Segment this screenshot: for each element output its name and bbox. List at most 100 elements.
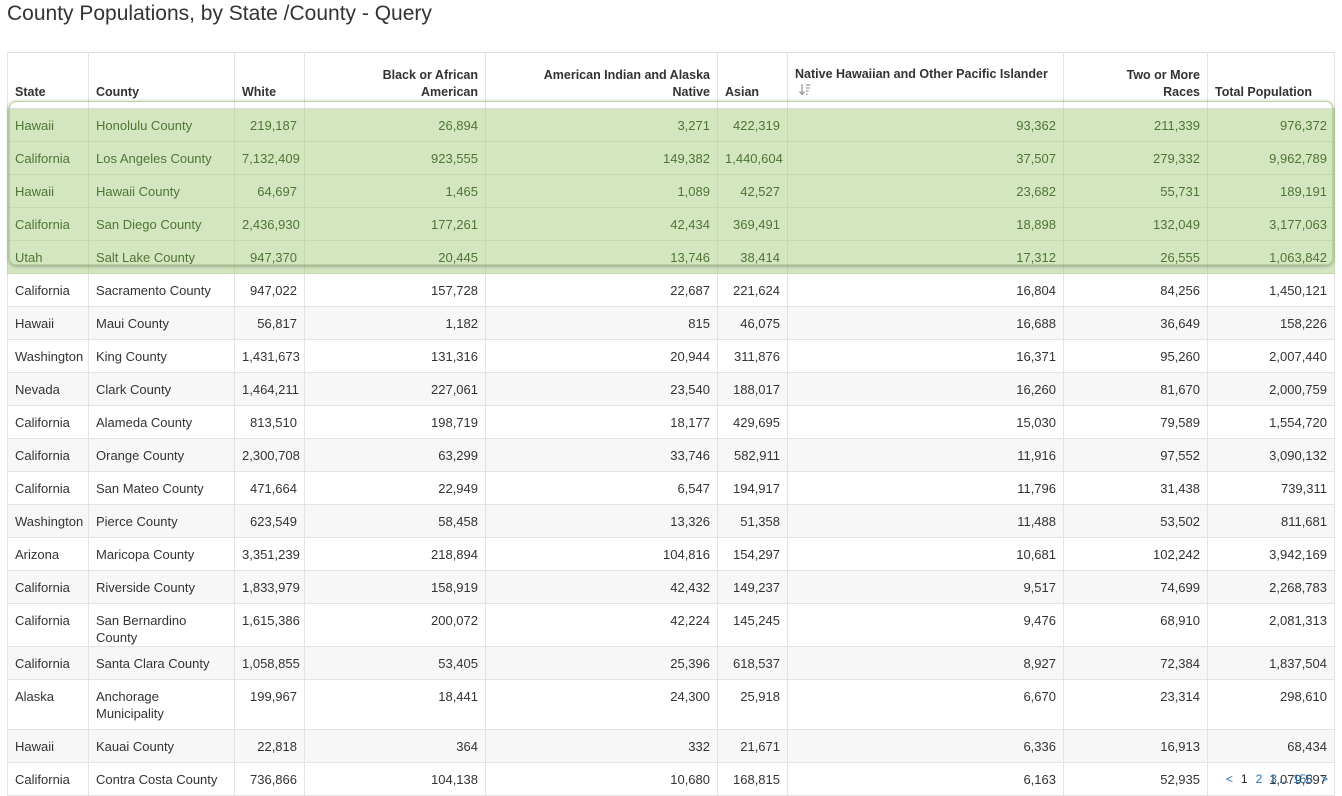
cell-asian: 618,537 bbox=[717, 646, 788, 680]
cell-two: 26,555 bbox=[1063, 240, 1208, 274]
cell-black: 1,182 bbox=[304, 306, 486, 340]
cell-asian: 311,876 bbox=[717, 339, 788, 373]
cell-state: California bbox=[7, 762, 89, 796]
cell-white: 199,967 bbox=[234, 679, 305, 730]
cell-aian: 24,300 bbox=[485, 679, 718, 730]
table-row[interactable]: Washington Pierce County 623,549 58,458 13,3… bbox=[7, 504, 1335, 538]
column-header-black[interactable]: Black or African American bbox=[304, 52, 486, 109]
table-row[interactable]: Hawaii Kauai County 22,818 364 332 21,671 6,33… bbox=[7, 729, 1335, 763]
cell-aian: 104,816 bbox=[485, 537, 718, 571]
cell-aian: 42,434 bbox=[485, 207, 718, 241]
cell-nhpi: 9,476 bbox=[787, 603, 1064, 647]
table-row[interactable]: Nevada Clark County 1,464,211 227,061 23,540… bbox=[7, 372, 1335, 406]
table-row[interactable]: Hawaii Maui County 56,817 1,182 815 46,075 16,… bbox=[7, 306, 1335, 340]
table-row[interactable]: California San Diego County 2,436,930 177,2… bbox=[7, 207, 1335, 241]
cell-nhpi: 37,507 bbox=[787, 141, 1064, 175]
cell-black: 157,728 bbox=[304, 273, 486, 307]
table-row[interactable]: Washington King County 1,431,673 131,316 20,… bbox=[7, 339, 1335, 373]
pagination-page-2[interactable]: 2 bbox=[1255, 772, 1263, 786]
table-row[interactable]: California Riverside County 1,833,979 158,9… bbox=[7, 570, 1335, 604]
cell-white: 7,132,409 bbox=[234, 141, 305, 175]
table-row[interactable]: California Contra Costa County 736,866 104,… bbox=[7, 762, 1335, 796]
column-header-county[interactable]: County bbox=[88, 52, 235, 109]
cell-white: 623,549 bbox=[234, 504, 305, 538]
cell-white: 2,300,708 bbox=[234, 438, 305, 472]
cell-white: 736,866 bbox=[234, 762, 305, 796]
cell-nhpi: 10,681 bbox=[787, 537, 1064, 571]
table-row[interactable]: California Santa Clara County 1,058,855 53,… bbox=[7, 646, 1335, 680]
column-header-state[interactable]: State bbox=[7, 52, 89, 109]
sort-descending-icon[interactable] bbox=[799, 83, 811, 101]
cell-nhpi: 6,336 bbox=[787, 729, 1064, 763]
cell-aian: 13,326 bbox=[485, 504, 718, 538]
table-row[interactable]: California Sacramento County 947,022 157,72… bbox=[7, 273, 1335, 307]
table-row[interactable]: California Alameda County 813,510 198,719 18… bbox=[7, 405, 1335, 439]
cell-state: California bbox=[7, 570, 89, 604]
pagination-next-button[interactable]: > bbox=[1320, 772, 1328, 786]
cell-white: 22,818 bbox=[234, 729, 305, 763]
cell-total: 976,372 bbox=[1207, 108, 1335, 142]
table-row[interactable]: Hawaii Honolulu County 219,187 26,894 3,271 4… bbox=[7, 108, 1335, 142]
column-header-two-label: Two or More Races bbox=[1126, 68, 1200, 99]
pagination-prev-button[interactable]: < bbox=[1225, 772, 1233, 786]
cell-aian: 42,224 bbox=[485, 603, 718, 647]
header-row: State County White Black or African Amer… bbox=[7, 52, 1335, 109]
cell-black: 364 bbox=[304, 729, 486, 763]
cell-black: 158,919 bbox=[304, 570, 486, 604]
cell-county: Honolulu County bbox=[88, 108, 235, 142]
table-row[interactable]: Hawaii Hawaii County 64,697 1,465 1,089 42,52… bbox=[7, 174, 1335, 208]
table-row[interactable]: Utah Salt Lake County 947,370 20,445 13,746 3… bbox=[7, 240, 1335, 274]
cell-state: Hawaii bbox=[7, 729, 89, 763]
pagination-page-3[interactable]: 3 bbox=[1270, 772, 1277, 786]
cell-two: 102,242 bbox=[1063, 537, 1208, 571]
cell-total: 3,177,063 bbox=[1207, 207, 1335, 241]
column-header-nhpi[interactable]: Native Hawaiian and Other Pacific Island… bbox=[787, 52, 1064, 109]
cell-county: Contra Costa County bbox=[88, 762, 235, 796]
cell-county: Orange County bbox=[88, 438, 235, 472]
cell-state: Utah bbox=[7, 240, 89, 274]
cell-county: San Diego County bbox=[88, 207, 235, 241]
cell-nhpi: 16,371 bbox=[787, 339, 1064, 373]
cell-aian: 10,680 bbox=[485, 762, 718, 796]
cell-county: Riverside County bbox=[88, 570, 235, 604]
table-row[interactable]: Arizona Maricopa County 3,351,239 218,894 10… bbox=[7, 537, 1335, 571]
cell-county: San Mateo County bbox=[88, 471, 235, 505]
cell-aian: 20,944 bbox=[485, 339, 718, 373]
cell-black: 200,072 bbox=[304, 603, 486, 647]
column-header-two-or-more[interactable]: Two or More Races bbox=[1063, 52, 1208, 109]
cell-state: California bbox=[7, 438, 89, 472]
pagination-page-1[interactable]: 1 bbox=[1240, 772, 1248, 786]
cell-nhpi: 9,517 bbox=[787, 570, 1064, 604]
column-header-aian[interactable]: American Indian and Alaska Native bbox=[485, 52, 718, 109]
table-row[interactable]: Alaska Anchorage Municipality 199,967 18,44… bbox=[7, 679, 1335, 730]
cell-black: 53,405 bbox=[304, 646, 486, 680]
cell-nhpi: 16,260 bbox=[787, 372, 1064, 406]
cell-total: 1,554,720 bbox=[1207, 405, 1335, 439]
cell-two: 52,935 bbox=[1063, 762, 1208, 796]
cell-nhpi: 6,163 bbox=[787, 762, 1064, 796]
cell-nhpi: 17,312 bbox=[787, 240, 1064, 274]
cell-black: 227,061 bbox=[304, 372, 486, 406]
column-header-asian[interactable]: Asian bbox=[717, 52, 788, 109]
cell-county: Sacramento County bbox=[88, 273, 235, 307]
cell-asian: 168,815 bbox=[717, 762, 788, 796]
cell-county: Hawaii County bbox=[88, 174, 235, 208]
cell-aian: 23,540 bbox=[485, 372, 718, 406]
cell-aian: 6,547 bbox=[485, 471, 718, 505]
table-row[interactable]: California San Mateo County 471,664 22,949 6… bbox=[7, 471, 1335, 505]
cell-total: 811,681 bbox=[1207, 504, 1335, 538]
cell-nhpi: 23,682 bbox=[787, 174, 1064, 208]
cell-state: Arizona bbox=[7, 537, 89, 571]
column-header-total[interactable]: Total Population bbox=[1207, 52, 1335, 109]
cell-two: 74,699 bbox=[1063, 570, 1208, 604]
cell-aian: 13,746 bbox=[485, 240, 718, 274]
column-header-white[interactable]: White bbox=[234, 52, 305, 109]
cell-black: 104,138 bbox=[304, 762, 486, 796]
table-row[interactable]: California San Bernardino County 1,615,386… bbox=[7, 603, 1335, 647]
table-row[interactable]: California Orange County 2,300,708 63,299 33… bbox=[7, 438, 1335, 472]
table-row[interactable]: California Los Angeles County 7,132,409 923… bbox=[7, 141, 1335, 175]
pagination-last-page[interactable]: 158 bbox=[1292, 772, 1313, 786]
cell-asian: 422,319 bbox=[717, 108, 788, 142]
cell-two: 36,649 bbox=[1063, 306, 1208, 340]
cell-black: 218,894 bbox=[304, 537, 486, 571]
